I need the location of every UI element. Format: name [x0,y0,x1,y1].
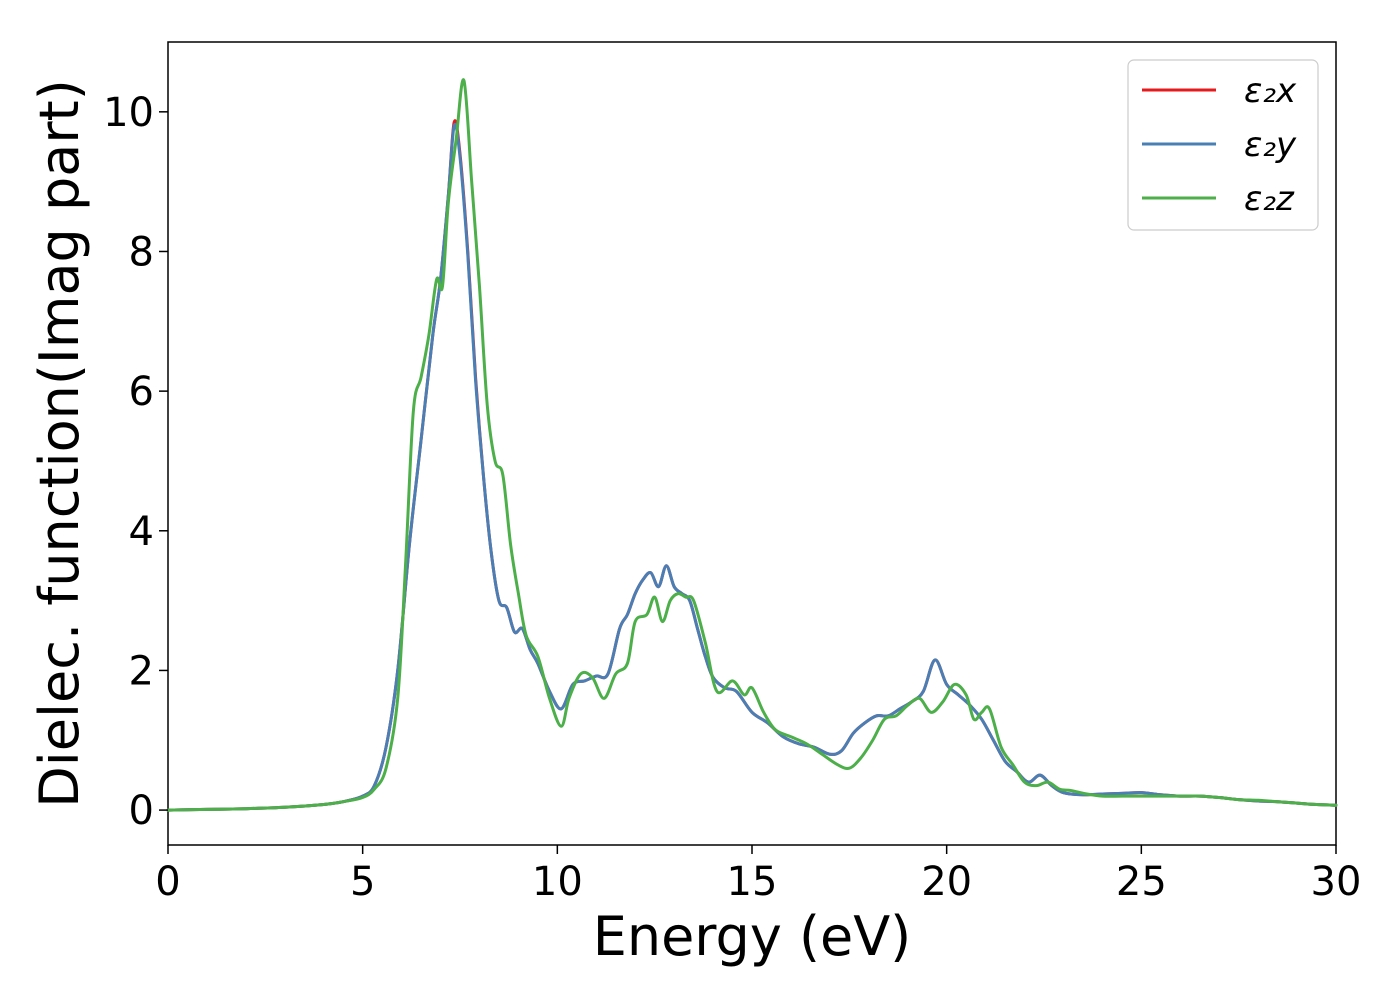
x-tick-label: 20 [921,859,972,905]
x-axis-label: Energy (eV) [593,905,912,968]
x-tick-label: 0 [155,859,180,905]
legend-label-0: ε₂x [1244,71,1297,111]
x-tick-label: 15 [727,859,778,905]
y-tick-label: 6 [129,369,154,415]
y-tick-label: 8 [129,229,154,275]
x-axis-ticks: 0 5 10 15 20 25 30 [155,845,1361,905]
y-tick-label: 2 [129,648,154,694]
x-tick-label: 25 [1116,859,1167,905]
y-axis-label: Dielec. function(Imag part) [28,79,91,808]
x-tick-label: 30 [1311,859,1362,905]
x-tick-label: 5 [350,859,375,905]
series-line-2 [166,78,1338,812]
legend-box [1127,59,1319,231]
legend-label-1: ε₂y [1244,125,1297,165]
x-tick-label: 10 [532,859,583,905]
legend-label-2: ε₂z [1244,179,1295,219]
series-layer [166,78,1338,812]
y-axis-ticks: 0 2 4 6 8 10 [103,90,168,834]
y-tick-label: 0 [129,788,154,834]
y-tick-label: 10 [103,90,154,136]
y-tick-label: 4 [129,509,154,555]
legend: ε₂x ε₂y ε₂z [1127,59,1319,231]
